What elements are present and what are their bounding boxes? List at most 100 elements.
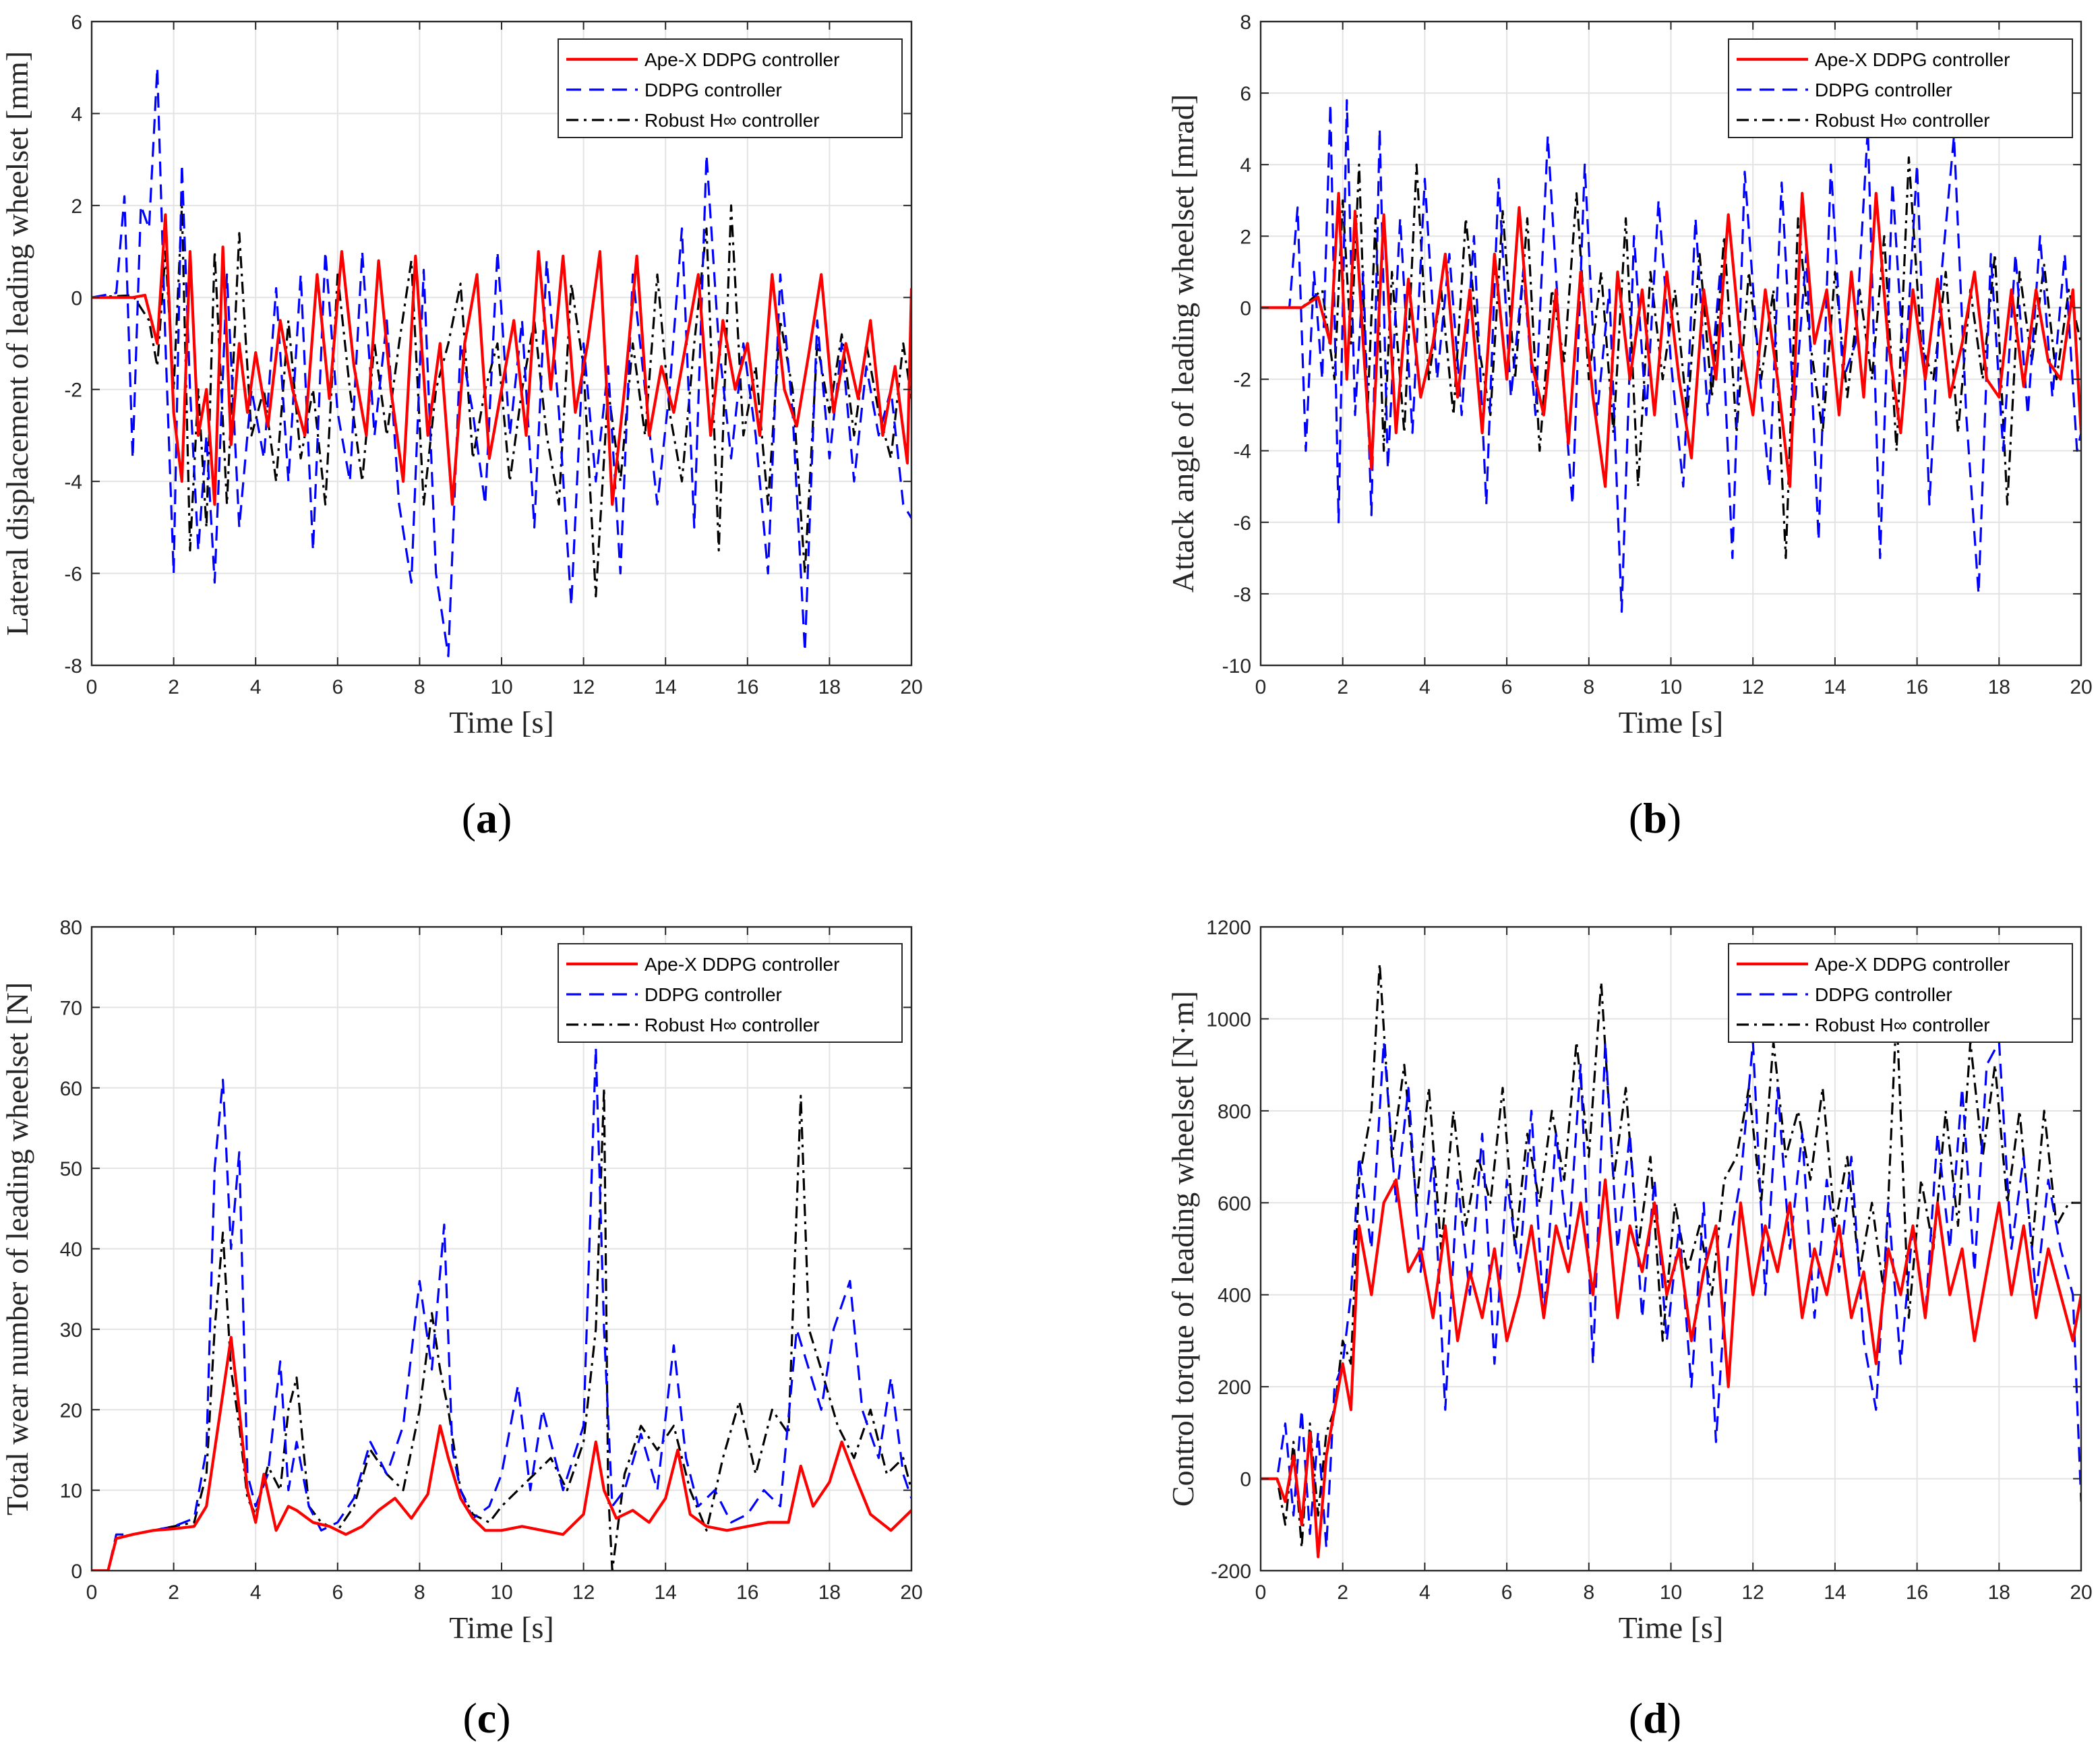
legend: Ape-X DDPG controller DDPG controller Robu… [1728, 38, 2073, 138]
x-tick-label: 12 [572, 1581, 595, 1604]
legend-entry: Robust H∞ controller [1815, 110, 1990, 131]
chart-panel-b: 0 2 4 6 8 10 12 14 16 18 20 -10 -8 -6 -4 -2 0 2 4 6 8 Time [s… [1166, 11, 2093, 842]
x-axis-label: Time [s] [1619, 1610, 1724, 1645]
y-tick-label: 70 [60, 997, 82, 1019]
y-tick-label: 8 [1240, 11, 1251, 34]
series-line-solid [1261, 1178, 2081, 1559]
y-tick-label: 60 [60, 1078, 82, 1100]
x-axis-label: Time [s] [1619, 705, 1724, 739]
series-line-dashed [92, 66, 911, 658]
y-tick-label: 2 [1240, 226, 1251, 248]
series-line-dashed [92, 1046, 911, 1571]
x-tick-label: 18 [818, 676, 841, 698]
series-line-dashed [1261, 1040, 2081, 1549]
legend-box [1728, 38, 2073, 138]
x-tick-label: 2 [1337, 1581, 1348, 1604]
series-group [1261, 99, 2081, 613]
series-line-dashdot [92, 204, 911, 598]
caption-open-paren: ( [462, 794, 476, 842]
chart-panel-a: 0 2 4 6 8 10 12 14 16 18 20 -8 -6 -4 -2 0 2 4 6 Time [s] Lat… [0, 11, 923, 842]
panel-caption: (d) [1629, 1694, 1681, 1742]
x-axis-label: Time [s] [449, 1610, 554, 1645]
caption-open-paren: ( [462, 1694, 477, 1742]
series-line-solid [92, 213, 911, 506]
x-tick-label: 0 [86, 676, 98, 698]
legend-entry: Ape-X DDPG controller [1815, 49, 2010, 70]
y-tick-label: 400 [1218, 1285, 1251, 1307]
caption-letter: b [1643, 794, 1667, 842]
x-tick-label: 6 [332, 676, 343, 698]
x-tick-label: 8 [414, 676, 425, 698]
series-line-solid [1261, 191, 2081, 488]
x-tick-label: 0 [86, 1581, 98, 1604]
x-tick-label: 0 [1255, 676, 1267, 698]
y-tick-label: -2 [1233, 369, 1251, 392]
y-tick-label: 0 [71, 287, 82, 309]
y-tick-label: 6 [1240, 83, 1251, 105]
y-tick-label: 40 [60, 1239, 82, 1261]
x-tick-label: 6 [1501, 676, 1513, 698]
x-tick-label: 18 [1988, 1581, 2010, 1604]
y-tick-label: 50 [60, 1158, 82, 1180]
x-tick-label: 10 [490, 1581, 512, 1604]
chart-panel-c: 0 2 4 6 8 10 12 14 16 18 20 0 10 20 30 40 50 60 70 80 Time [… [0, 917, 923, 1742]
x-tick-label: 4 [250, 1581, 262, 1604]
x-tick-label: 8 [1583, 1581, 1594, 1604]
y-tick-label: -2 [64, 380, 82, 402]
x-tick-label: 8 [414, 1581, 425, 1604]
y-tick-label: 2 [71, 195, 82, 218]
y-tick-label: -200 [1211, 1561, 1251, 1583]
legend-box [1728, 943, 2073, 1043]
x-tick-label: 2 [1337, 676, 1348, 698]
y-tick-label: 0 [1240, 297, 1251, 320]
legend: Ape-X DDPG controller DDPG controller Robu… [1728, 943, 2073, 1043]
x-tick-label: 20 [900, 1581, 922, 1604]
series-group [92, 1046, 911, 1571]
x-tick-label: 16 [736, 1581, 758, 1604]
y-tick-label: 200 [1218, 1377, 1251, 1399]
series-line-dashdot [1261, 156, 2081, 560]
y-tick-label: -8 [1233, 584, 1251, 606]
caption-letter: a [476, 794, 498, 842]
legend: Ape-X DDPG controller DDPG controller Robu… [558, 38, 903, 138]
x-tick-label: 20 [2070, 676, 2092, 698]
legend-entry: DDPG controller [1815, 80, 1952, 100]
x-tick-label: 10 [1660, 1581, 1682, 1604]
y-axis-label: Control torque of leading wheelset [N·m] [1166, 991, 1200, 1507]
series-line-dashdot [92, 1087, 911, 1571]
x-tick-label: 12 [572, 676, 595, 698]
x-tick-label: 18 [818, 1581, 841, 1604]
y-tick-label: -10 [1222, 655, 1251, 677]
caption-close-paren: ) [496, 1694, 510, 1742]
y-tick-label: 10 [60, 1480, 82, 1503]
y-tick-label: 600 [1218, 1192, 1251, 1215]
x-tick-label: 2 [168, 676, 179, 698]
y-tick-label: 20 [60, 1399, 82, 1422]
legend-entry: DDPG controller [644, 984, 782, 1005]
caption-open-paren: ( [1629, 794, 1643, 842]
y-tick-label: 4 [71, 103, 82, 125]
y-tick-label: -4 [1233, 441, 1251, 463]
x-tick-label: 8 [1583, 676, 1594, 698]
y-tick-label: 80 [60, 917, 82, 939]
y-tick-label: -8 [64, 655, 82, 677]
y-tick-label: -6 [1233, 512, 1251, 535]
caption-letter: c [477, 1694, 496, 1742]
y-tick-label: 1000 [1206, 1008, 1251, 1031]
caption-letter: d [1643, 1694, 1667, 1742]
x-tick-label: 0 [1255, 1581, 1267, 1604]
legend-entry: Ape-X DDPG controller [1815, 954, 2010, 975]
x-tick-label: 4 [250, 676, 262, 698]
series-line-dashed [1261, 99, 2081, 613]
x-tick-label: 6 [1501, 1581, 1513, 1604]
legend-entry: DDPG controller [1815, 984, 1952, 1005]
y-tick-label: -4 [64, 471, 82, 493]
panel-caption: (b) [1629, 794, 1681, 842]
y-tick-label: -6 [64, 564, 82, 586]
y-tick-label: 4 [1240, 154, 1251, 177]
panel-caption: (a) [462, 794, 512, 842]
legend-box [558, 943, 903, 1043]
legend: Ape-X DDPG controller DDPG controller Robu… [558, 943, 903, 1043]
x-tick-label: 16 [1906, 1581, 1928, 1604]
